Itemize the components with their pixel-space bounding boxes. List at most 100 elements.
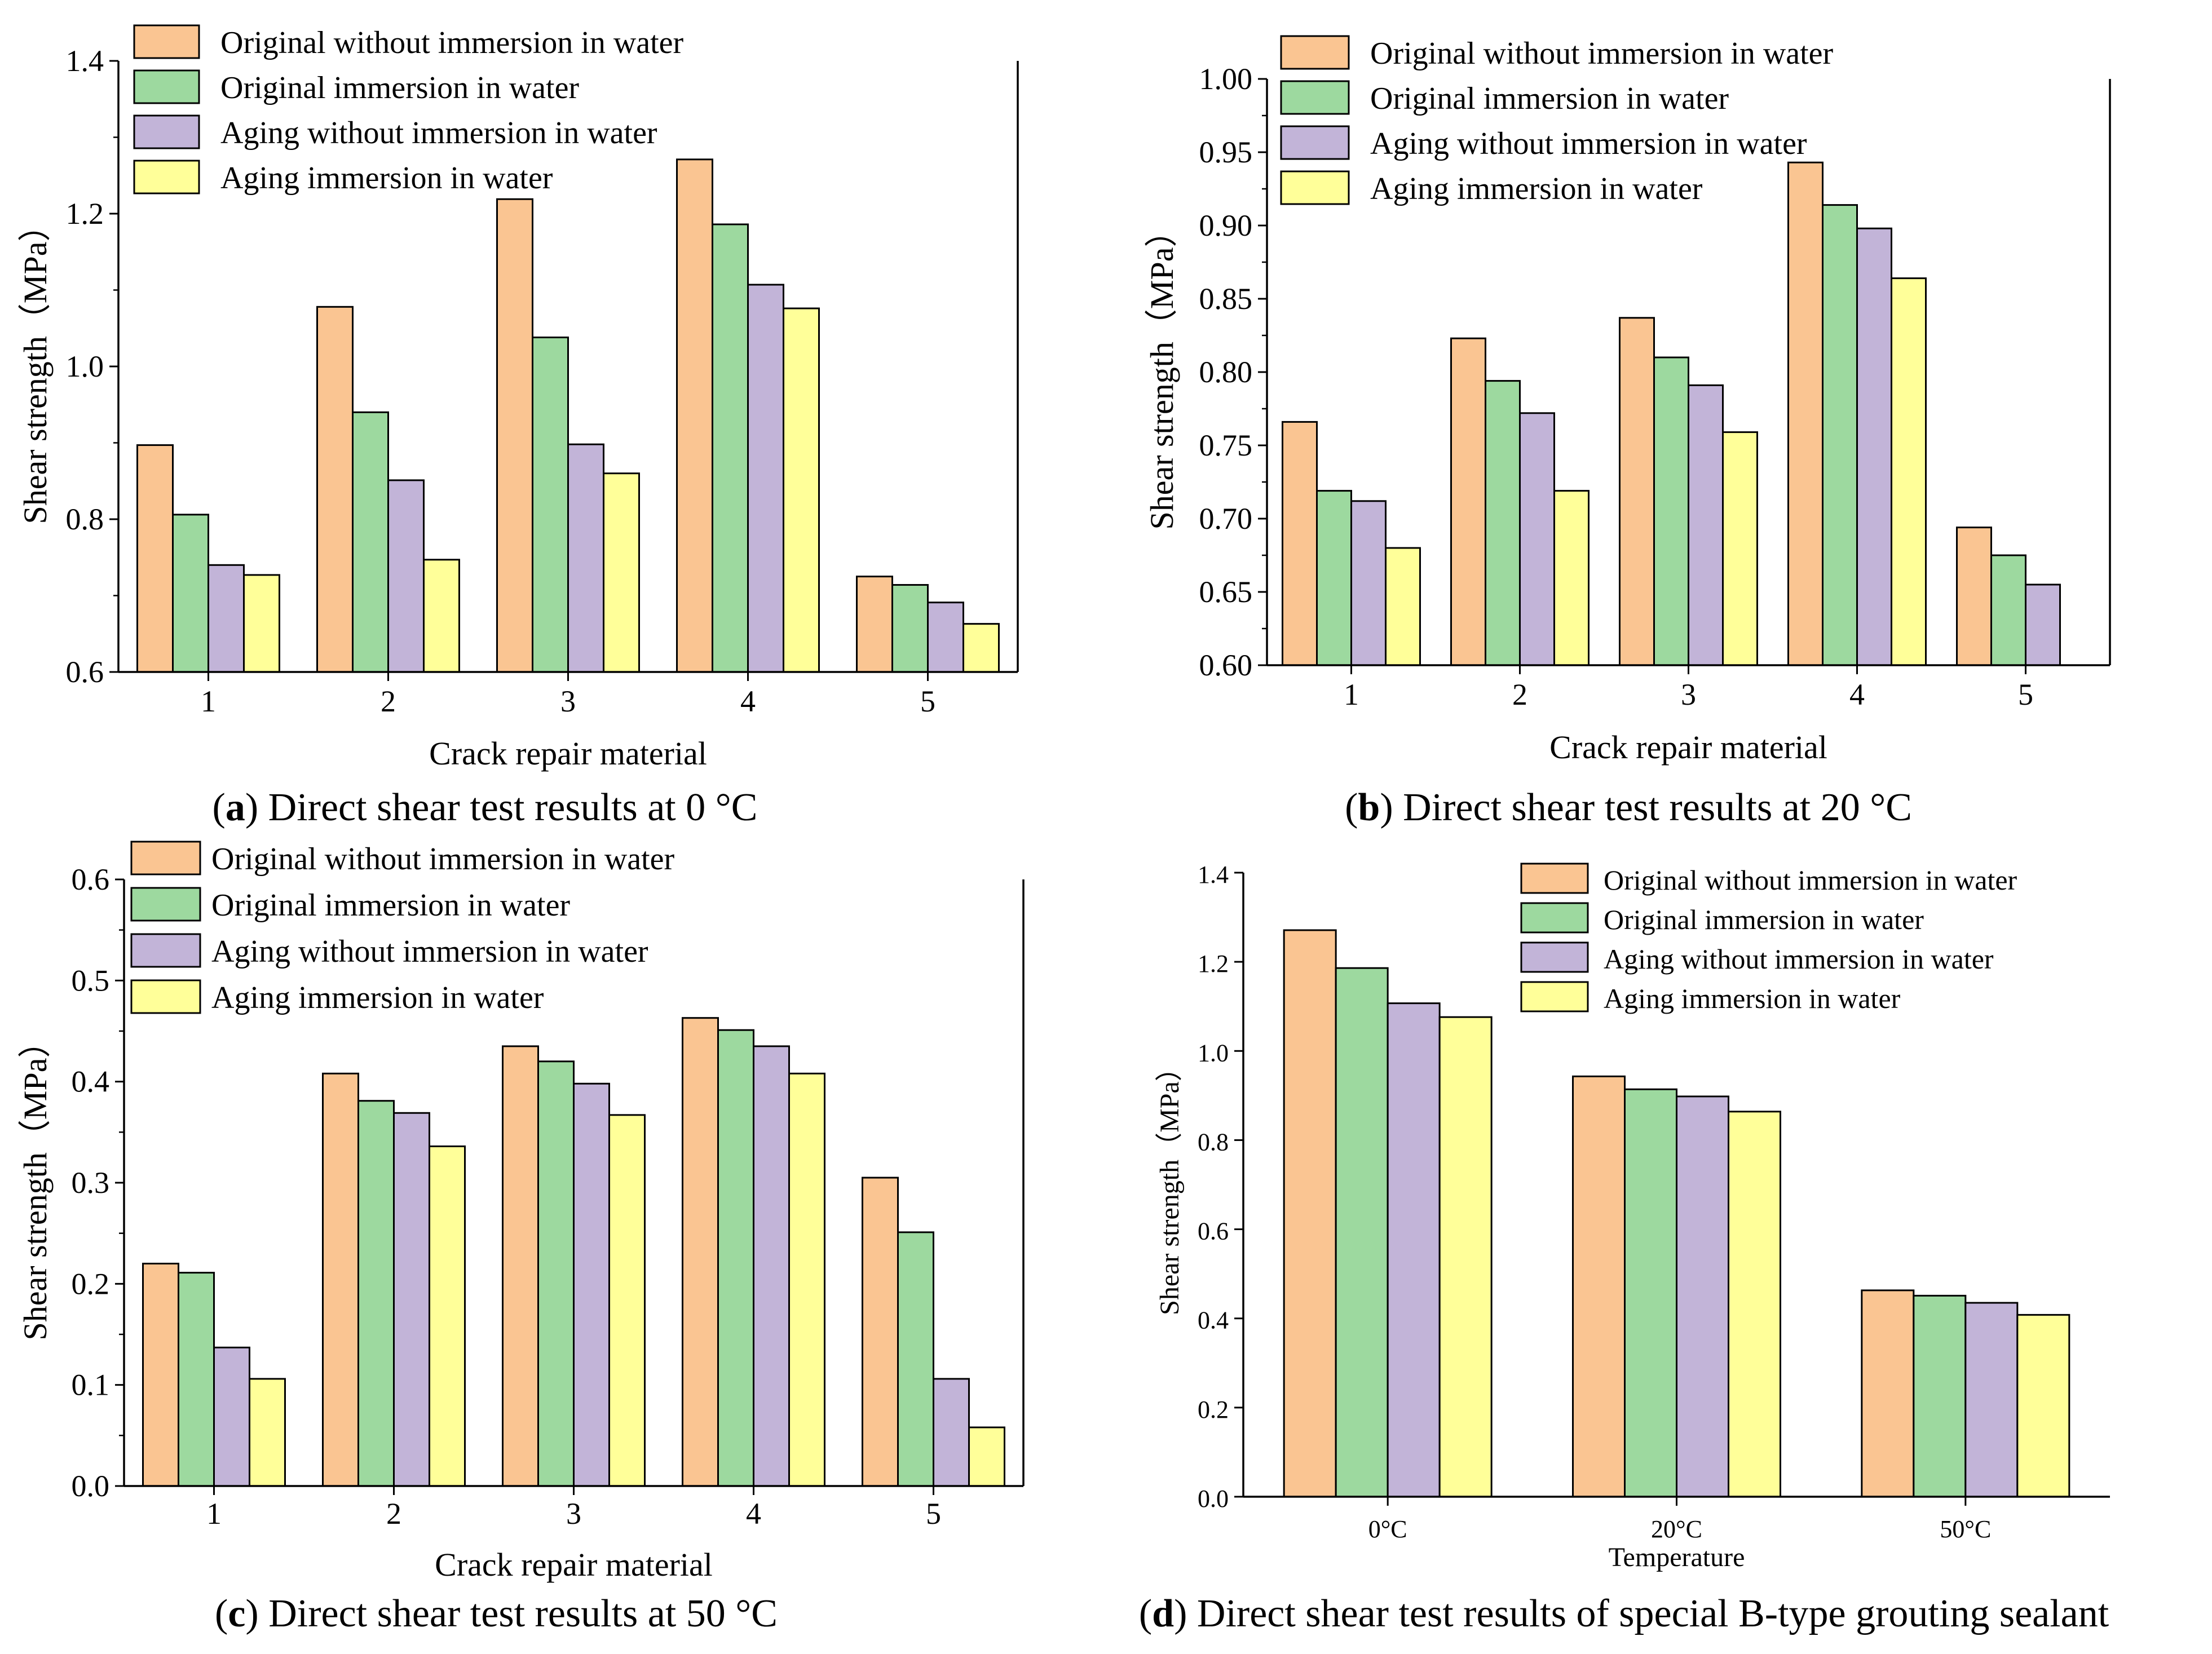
legend-swatch-3 bbox=[133, 114, 200, 149]
bar-d-s3-c1 bbox=[1387, 1002, 1441, 1498]
legend-swatch-4 bbox=[130, 979, 201, 1014]
bar-b-s1-c3 bbox=[1619, 317, 1655, 666]
legend-label-4: Aging immersion in water bbox=[211, 980, 544, 1015]
bar-c-s2-c5 bbox=[897, 1231, 934, 1487]
bar-b-s2-c1 bbox=[1316, 490, 1352, 666]
caption-paren-open: ( bbox=[1345, 786, 1358, 829]
legend-swatch-4 bbox=[1280, 170, 1350, 205]
caption-letter: b bbox=[1358, 786, 1380, 829]
y-tick-label: 0.5 bbox=[72, 963, 110, 997]
panel-caption: (c) Direct shear test results at 50 °C bbox=[215, 1592, 778, 1635]
bar-c-s3-c4 bbox=[753, 1045, 790, 1487]
legend-swatch-1 bbox=[1280, 35, 1350, 70]
x-tick-label: 2 bbox=[381, 684, 396, 718]
legend-label-1: Original without immersion in water bbox=[220, 25, 684, 60]
x-tick-label: 4 bbox=[1849, 678, 1865, 711]
bar-d-s3-c2 bbox=[1676, 1095, 1729, 1498]
y-tick-label: 1.00 bbox=[1199, 62, 1253, 96]
y-tick-label: 0.95 bbox=[1199, 135, 1253, 169]
panel-caption: (a) Direct shear test results at 0 °C bbox=[213, 786, 758, 829]
bar-c-s1-c1 bbox=[142, 1262, 179, 1487]
bar-d-s4-c3 bbox=[2016, 1314, 2070, 1498]
legend-swatch-2 bbox=[130, 887, 201, 922]
x-tick-label: 3 bbox=[560, 684, 576, 718]
caption-letter: a bbox=[226, 786, 245, 829]
x-axis-label: Crack repair material bbox=[435, 1546, 713, 1583]
y-tick-label: 0.80 bbox=[1199, 355, 1253, 389]
caption-text: Direct shear test results at 0 °C bbox=[258, 786, 757, 829]
x-tick-label: 0°C bbox=[1368, 1515, 1407, 1543]
legend-swatch-1 bbox=[1520, 863, 1589, 894]
bar-c-s1-c4 bbox=[682, 1017, 719, 1487]
legend-swatch-2 bbox=[1280, 80, 1350, 115]
bar-d-s2-c1 bbox=[1335, 967, 1389, 1498]
caption-paren-close: ) bbox=[245, 786, 258, 829]
caption-letter: c bbox=[228, 1592, 245, 1635]
legend-label-4: Aging immersion in water bbox=[1370, 171, 1703, 206]
x-tick-label: 3 bbox=[1681, 678, 1696, 711]
legend-label-1: Original without immersion in water bbox=[211, 842, 675, 877]
bar-b-s1-c4 bbox=[1787, 161, 1824, 666]
y-tick-label: 0.60 bbox=[1199, 648, 1253, 682]
legend-label-3: Aging without immersion in water bbox=[220, 116, 657, 151]
bar-b-s4-c4 bbox=[1891, 277, 1927, 666]
legend-swatch-2 bbox=[133, 69, 200, 104]
y-tick-label: 0.4 bbox=[1198, 1307, 1229, 1334]
bar-a-s1-c3 bbox=[496, 198, 533, 673]
x-axis-label: Crack repair material bbox=[1549, 729, 1827, 766]
panel-caption: (d) Direct shear test results of special… bbox=[1139, 1592, 2109, 1635]
bar-a-s2-c4 bbox=[712, 223, 749, 673]
x-tick-label: 5 bbox=[2018, 678, 2033, 711]
bar-a-s4-c4 bbox=[783, 307, 820, 673]
x-tick-label: 1 bbox=[206, 1497, 222, 1531]
y-tick-label: 0.70 bbox=[1199, 502, 1253, 536]
chart-panel-c: 0.0 0.1 0.2 0.3 0.4 0.5 0.6 1 2 3 4 5 Crack repair m… bbox=[17, 841, 1025, 1635]
bar-a-s3-c4 bbox=[747, 284, 784, 673]
bar-a-s1-c5 bbox=[856, 576, 893, 673]
x-tick-label: 3 bbox=[566, 1497, 581, 1531]
bar-d-s2-c3 bbox=[1913, 1294, 1967, 1498]
bar-a-s3-c5 bbox=[927, 602, 964, 673]
bar-b-s4-c3 bbox=[1722, 431, 1758, 666]
bar-b-s3-c3 bbox=[1688, 384, 1724, 666]
legend-label-4: Aging immersion in water bbox=[1604, 983, 1901, 1014]
bar-b-s2-c3 bbox=[1653, 356, 1689, 666]
legend-label-2: Original immersion in water bbox=[211, 888, 570, 923]
legend-swatch-3 bbox=[1520, 941, 1589, 973]
y-tick-label: 0.6 bbox=[66, 655, 104, 689]
y-tick-label: 0.75 bbox=[1199, 428, 1253, 462]
legend-swatch-4 bbox=[133, 160, 200, 194]
bar-a-s1-c4 bbox=[676, 158, 713, 673]
y-tick-label: 1.4 bbox=[66, 44, 104, 78]
bar-c-s4-c3 bbox=[608, 1114, 646, 1487]
y-tick-label: 0.85 bbox=[1199, 282, 1253, 316]
bar-a-s1-c1 bbox=[136, 444, 174, 673]
legend-swatch-1 bbox=[133, 24, 200, 59]
bar-a-s2-c1 bbox=[172, 514, 209, 673]
caption-paren-open: ( bbox=[213, 786, 226, 829]
caption-paren-close: ) bbox=[1174, 1592, 1187, 1635]
y-axis-label: Shear strength（MPa） bbox=[17, 1025, 54, 1341]
y-tick-label: 1.2 bbox=[66, 197, 104, 231]
y-tick-label: 0.90 bbox=[1199, 209, 1253, 242]
bar-c-s3-c5 bbox=[933, 1378, 970, 1487]
legend-label-3: Aging without immersion in water bbox=[1604, 943, 1994, 975]
bar-a-s3-c3 bbox=[567, 443, 604, 673]
y-tick-label: 0.0 bbox=[72, 1469, 110, 1503]
bar-a-s2-c2 bbox=[352, 411, 389, 673]
bar-b-s1-c5 bbox=[1956, 527, 1992, 666]
bar-c-s3-c1 bbox=[213, 1346, 250, 1487]
bar-c-s1-c5 bbox=[862, 1177, 899, 1487]
caption-paren-close: ) bbox=[1380, 786, 1393, 829]
bar-a-s2-c3 bbox=[532, 337, 569, 673]
legend-label-2: Original immersion in water bbox=[220, 70, 579, 105]
bar-d-s1-c2 bbox=[1572, 1075, 1626, 1498]
y-tick-label: 0.0 bbox=[1198, 1485, 1229, 1513]
bar-a-s4-c1 bbox=[243, 574, 280, 673]
x-tick-label: 1 bbox=[201, 684, 216, 718]
bar-c-s4-c4 bbox=[788, 1072, 825, 1487]
caption-letter: d bbox=[1152, 1592, 1174, 1635]
legend-swatch-4 bbox=[1520, 981, 1589, 1012]
y-tick-label: 1.4 bbox=[1198, 861, 1229, 888]
